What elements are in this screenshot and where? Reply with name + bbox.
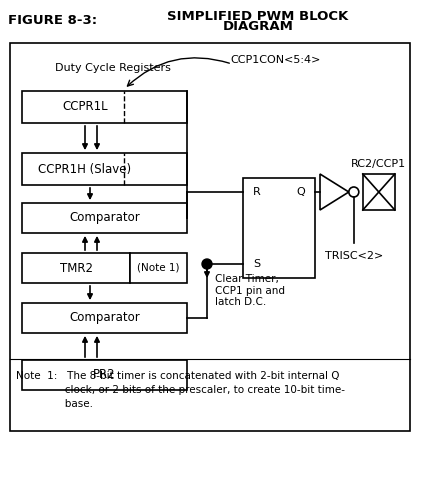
Text: PR2: PR2 [93, 368, 116, 382]
Bar [22, 91, 187, 123]
Text: CCPR1L: CCPR1L [62, 101, 107, 114]
Bar [22, 253, 130, 283]
Text: RC2/CCP1: RC2/CCP1 [351, 159, 407, 169]
Text: TRISC<2>: TRISC<2> [325, 251, 383, 261]
Text: base.: base. [16, 399, 93, 409]
Text: (Note 1): (Note 1) [137, 263, 180, 273]
Text: TMR2: TMR2 [60, 262, 93, 274]
Bar [22, 203, 187, 233]
Bar [22, 153, 187, 185]
Text: clock, or 2 bits of the prescaler, to create 10-bit time-: clock, or 2 bits of the prescaler, to cr… [16, 385, 345, 395]
Text: R: R [253, 187, 261, 197]
Text: Comparator: Comparator [69, 311, 140, 325]
Text: Q: Q [296, 187, 305, 197]
Text: FIGURE 8-3:: FIGURE 8-3: [8, 14, 97, 26]
Bar [130, 253, 187, 283]
Bar [243, 178, 315, 278]
Text: Clear Timer,
CCP1 pin and
latch D.C.: Clear Timer, CCP1 pin and latch D.C. [215, 274, 285, 307]
Text: Duty Cycle Registers: Duty Cycle Registers [55, 63, 171, 73]
Text: Note  1:   The 8-bit timer is concatenated with 2-bit internal Q: Note 1: The 8-bit timer is concatenated … [16, 371, 340, 381]
Text: CCP1CON<5:4>: CCP1CON<5:4> [230, 55, 320, 65]
Text: SIMPLIFIED PWM BLOCK: SIMPLIFIED PWM BLOCK [168, 9, 349, 22]
Bar [22, 303, 187, 333]
Text: Comparator: Comparator [69, 211, 140, 224]
Text: CCPR1H (Slave): CCPR1H (Slave) [38, 163, 131, 176]
Bar [363, 174, 395, 210]
Circle shape [202, 259, 212, 269]
Text: S: S [253, 259, 260, 269]
Text: DIAGRAM: DIAGRAM [222, 20, 294, 33]
Bar [22, 360, 187, 390]
Bar [10, 43, 410, 431]
